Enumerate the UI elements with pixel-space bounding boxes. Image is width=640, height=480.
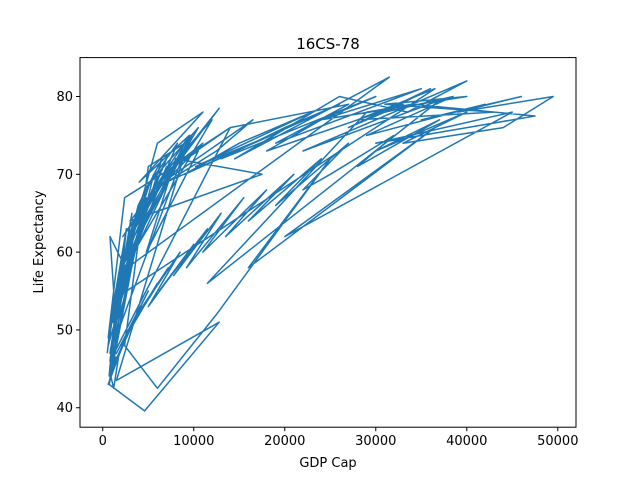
x-tick-label: 40000 (446, 434, 487, 449)
y-axis: 40 50 60 70 80 (56, 90, 80, 416)
y-tick-label: 50 (56, 323, 73, 338)
y-tick-label: 60 (56, 246, 73, 261)
x-tick-label: 10000 (173, 434, 214, 449)
y-axis-label: Life Expectancy (32, 190, 47, 293)
x-axis-label: GDP Cap (299, 456, 356, 471)
series-line-0 (106, 76, 554, 412)
plot-frame (79, 57, 577, 428)
x-axis: 0 10000 20000 30000 40000 50000 (99, 427, 578, 449)
x-tick-label: 30000 (355, 434, 396, 449)
x-tick-label: 50000 (537, 434, 578, 449)
chart-title: 16CS-78 (296, 35, 360, 53)
y-tick-label: 80 (56, 90, 73, 105)
y-tick-label: 70 (56, 168, 73, 183)
y-tick-label: 40 (56, 401, 73, 416)
plot-area (106, 76, 554, 412)
x-tick-label: 20000 (264, 434, 305, 449)
x-tick-label: 0 (99, 434, 107, 449)
